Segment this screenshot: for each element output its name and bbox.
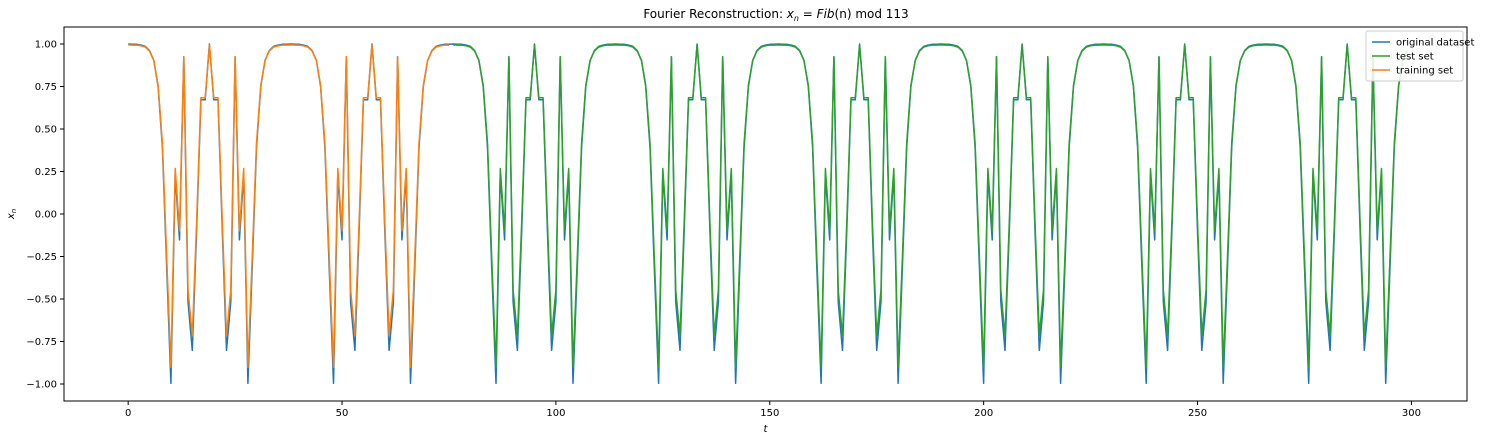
y-tick-label: 0.75 xyxy=(35,82,57,93)
y-axis-label: xn xyxy=(6,209,18,220)
y-tick-label: 0.50 xyxy=(35,125,57,136)
x-axis-label: t xyxy=(764,424,769,435)
y-tick-label: −1.00 xyxy=(26,380,57,391)
x-tick-label: 250 xyxy=(1188,408,1207,419)
plot-frame xyxy=(63,26,1468,402)
x-tick-label: 300 xyxy=(1402,408,1421,419)
x-tick-label: 100 xyxy=(546,408,565,419)
x-tick-label: 50 xyxy=(336,408,349,419)
series-line-training-set xyxy=(128,44,449,369)
legend-entry-label: training set xyxy=(1396,66,1453,77)
y-tick-label: −0.25 xyxy=(26,252,57,263)
series-layer xyxy=(128,43,1408,385)
x-tick-label: 0 xyxy=(125,408,131,419)
y-tick-label: 0.00 xyxy=(35,210,57,221)
y-tick-label: 1.00 xyxy=(35,40,57,51)
x-tick-label: 200 xyxy=(974,408,993,419)
axes-layer: 0 50 100 150 200 250 300 −1.00 −0.75 −0.50 −0.25 0.… xyxy=(26,40,1421,420)
y-tick-label: −0.75 xyxy=(26,337,57,348)
x-tick-label: 150 xyxy=(760,408,779,419)
chart-title: Fourier Reconstruction: xn = Fib(n) mod … xyxy=(643,7,908,23)
y-tick-label: 0.25 xyxy=(35,167,57,178)
y-tick-label: −0.50 xyxy=(26,295,57,306)
legend: original dataset test set training set xyxy=(1365,30,1474,82)
legend-box xyxy=(1365,30,1464,82)
legend-entry-label: test set xyxy=(1396,52,1434,63)
series-line-test-set xyxy=(453,44,1408,369)
legend-entry-label: original dataset xyxy=(1396,38,1474,49)
